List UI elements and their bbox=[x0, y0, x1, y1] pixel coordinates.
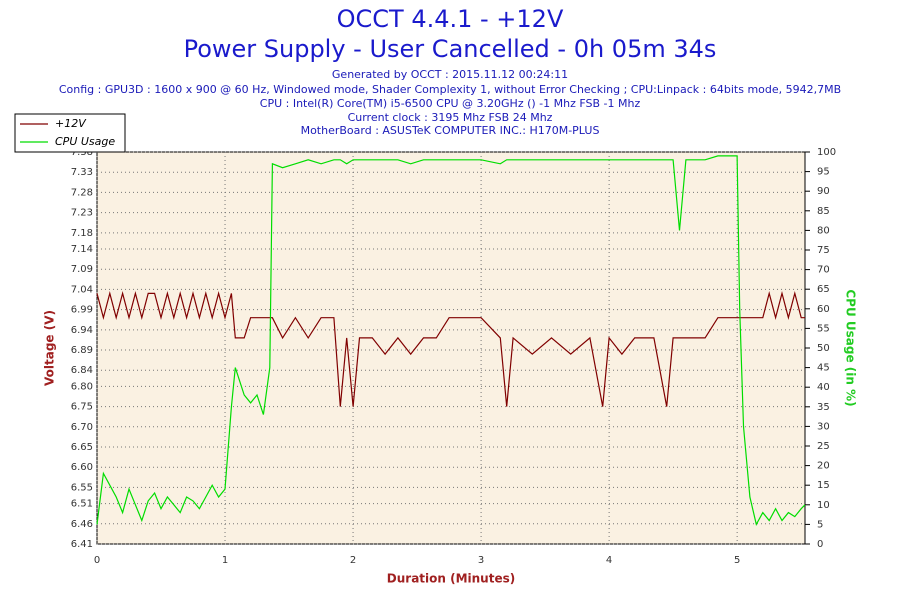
y-tick-label: 6.89 bbox=[71, 345, 93, 356]
y2-tick-label: 35 bbox=[817, 402, 830, 413]
y-tick-label: 6.60 bbox=[71, 462, 93, 473]
x-tick-label: 3 bbox=[478, 555, 484, 566]
y-tick-label: 6.75 bbox=[71, 402, 93, 413]
y2-tick-label: 30 bbox=[817, 421, 830, 432]
y-tick-label: 7.14 bbox=[71, 244, 93, 255]
y-tick-label: 7.18 bbox=[71, 228, 93, 239]
y-tick-label: 6.84 bbox=[71, 365, 93, 376]
x-tick-label: 2 bbox=[350, 555, 356, 566]
x-tick-label: 4 bbox=[606, 555, 612, 566]
y2-tick-label: 10 bbox=[817, 500, 830, 511]
y-tick-label: 6.94 bbox=[71, 325, 93, 336]
y2-tick-label: 90 bbox=[817, 186, 830, 197]
y2-tick-label: 65 bbox=[817, 284, 830, 295]
y2-tick-label: 75 bbox=[817, 245, 830, 256]
legend-label: +12V bbox=[55, 117, 87, 130]
x-axis-label: Duration (Minutes) bbox=[387, 572, 515, 586]
y2-tick-label: 5 bbox=[817, 519, 823, 530]
y-tick-label: 6.99 bbox=[71, 305, 93, 316]
info-line: CPU : Intel(R) Core(TM) i5-6500 CPU @ 3.… bbox=[260, 97, 641, 110]
legend-box bbox=[14, 113, 126, 153]
info-line: Generated by OCCT : 2015.11.12 00:24:11 bbox=[332, 68, 568, 81]
y-tick-label: 6.80 bbox=[71, 381, 93, 392]
y2-tick-label: 25 bbox=[817, 441, 830, 452]
y-tick-label: 6.41 bbox=[71, 539, 93, 550]
info-line: Config : GPU3D : 1600 x 900 @ 60 Hz, Win… bbox=[59, 83, 841, 96]
y2-tick-label: 45 bbox=[817, 363, 830, 374]
y2-tick-label: 55 bbox=[817, 323, 830, 334]
y2-tick-label: 85 bbox=[817, 206, 830, 217]
y-tick-label: 6.46 bbox=[71, 519, 93, 530]
x-tick-label: 0 bbox=[94, 555, 100, 566]
chart-subtitle: Power Supply - User Cancelled - 0h 05m 3… bbox=[184, 35, 717, 63]
y-tick-label: 7.28 bbox=[71, 187, 93, 198]
info-line: MotherBoard : ASUSTeK COMPUTER INC.: H17… bbox=[301, 124, 600, 137]
x-tick-label: 1 bbox=[222, 555, 228, 566]
y-tick-label: 6.65 bbox=[71, 442, 93, 453]
y2-tick-label: 70 bbox=[817, 265, 830, 276]
y-tick-label: 7.09 bbox=[71, 264, 93, 275]
y2-tick-label: 15 bbox=[817, 480, 830, 491]
y2-tick-label: 95 bbox=[817, 167, 830, 178]
legend-label: CPU Usage bbox=[55, 135, 115, 148]
y-tick-label: 7.04 bbox=[71, 284, 93, 295]
y-tick-label: 6.51 bbox=[71, 499, 93, 510]
series-line bbox=[96, 291, 805, 407]
y2-tick-label: 80 bbox=[817, 225, 830, 236]
y-tick-label: 6.55 bbox=[71, 482, 93, 493]
info-line: Current clock : 3195 Mhz FSB 24 Mhz bbox=[348, 111, 553, 124]
y2-tick-label: 60 bbox=[817, 304, 830, 315]
chart-title: OCCT 4.4.1 - +12V bbox=[337, 5, 564, 33]
y2-tick-label: 40 bbox=[817, 382, 830, 393]
plot-area bbox=[96, 151, 806, 545]
y-tick-label: 7.33 bbox=[71, 167, 93, 178]
x-tick-label: 5 bbox=[734, 555, 740, 566]
y-tick-label: 7.23 bbox=[71, 208, 93, 219]
y2-tick-label: 100 bbox=[817, 147, 836, 158]
y2-tick-label: 50 bbox=[817, 343, 830, 354]
series-line bbox=[96, 155, 806, 527]
y-axis-label: Voltage (V) bbox=[43, 310, 57, 386]
y2-axis-label: CPU Usage (in %) bbox=[844, 289, 858, 406]
y2-tick-label: 0 bbox=[817, 539, 823, 550]
y2-tick-label: 20 bbox=[817, 461, 830, 472]
y-tick-label: 6.70 bbox=[71, 422, 93, 433]
